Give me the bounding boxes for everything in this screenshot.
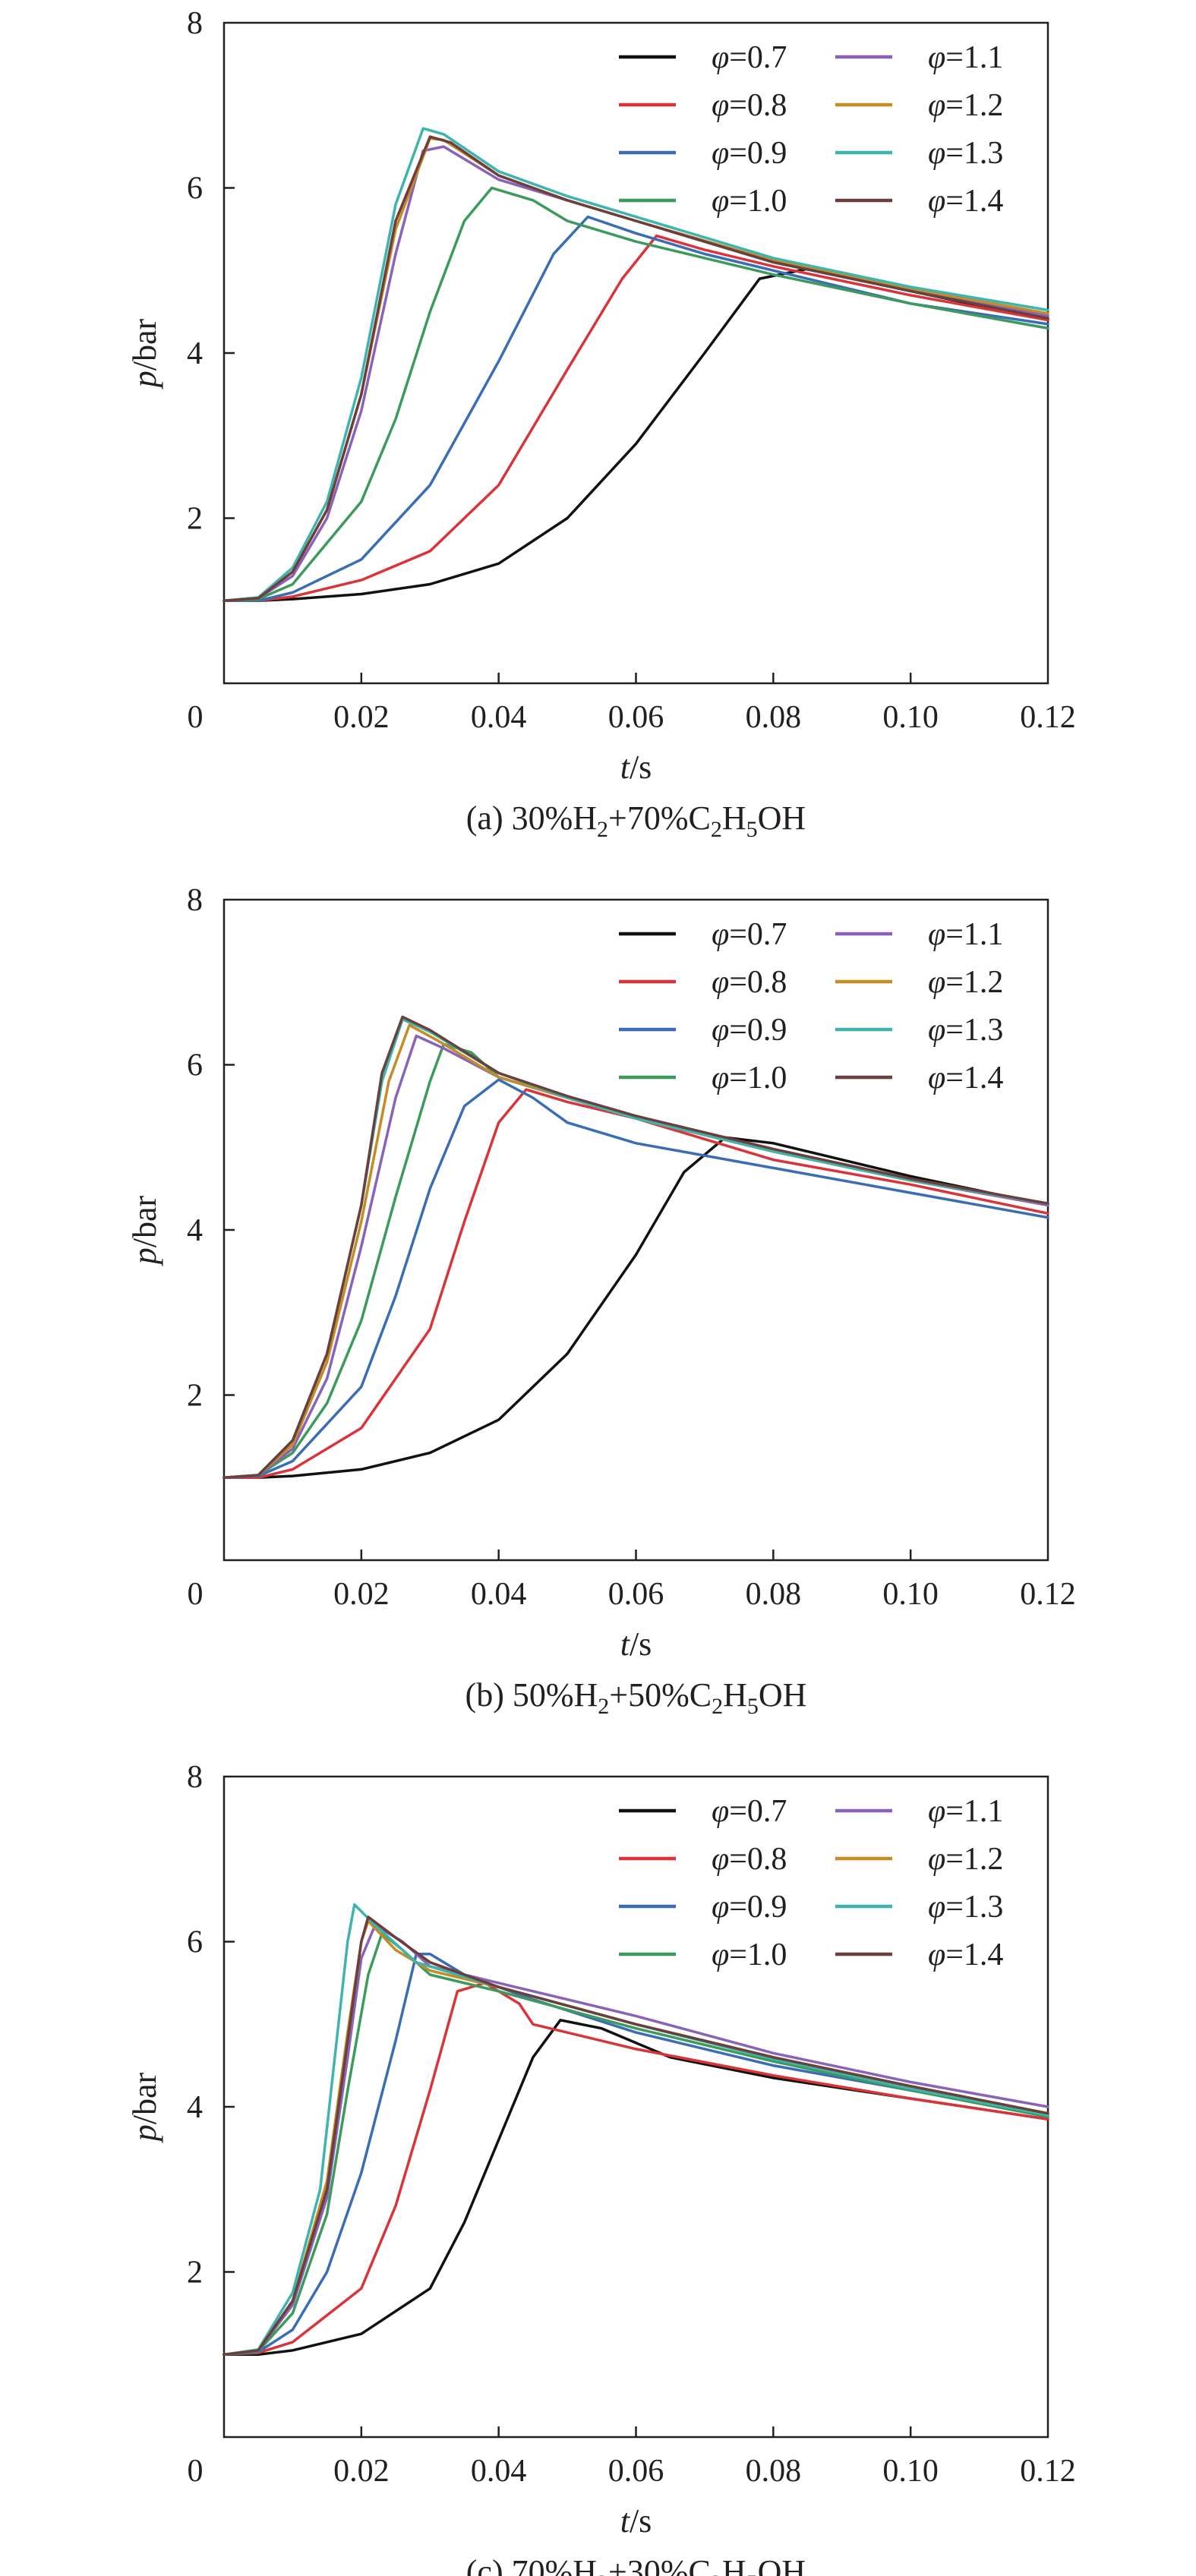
legend-entry-label: φ=1.0 xyxy=(712,1938,787,1972)
x-tick-label: 0.08 xyxy=(746,2454,802,2489)
panel-caption: (a) 30%H2+70%C2H5OH xyxy=(466,799,806,842)
series-line-phi-1.2 xyxy=(222,1919,1049,2357)
x-tick-label: 0.04 xyxy=(471,1577,527,1612)
legend-entry-label: φ=1.1 xyxy=(928,40,1003,75)
series-lines xyxy=(222,1015,1049,1480)
x-tick-label: 0 xyxy=(188,2454,204,2489)
series-line-phi-1.1 xyxy=(222,1924,1049,2357)
series-line-phi-1.1 xyxy=(222,145,1049,603)
series-line-phi-1.3 xyxy=(222,1903,1049,2357)
series-line-phi-0.9 xyxy=(222,1078,1049,1480)
chart-panel-b: 0 0.02 0.04 0.06 0.08 0.10 0.12 2 4 6 8 t/s p/bar φ=0… xyxy=(126,883,1076,1719)
series-line-phi-1.2 xyxy=(222,1023,1049,1480)
panel-caption: (c) 70%H2+30%C2H5OH xyxy=(466,2553,806,2576)
legend-entry-label: φ=1.4 xyxy=(928,1938,1003,1972)
plot-frame-b xyxy=(222,898,1049,1562)
legend-entry-label: φ=1.1 xyxy=(928,1794,1003,1829)
x-tick-label: 0.06 xyxy=(608,2454,664,2489)
x-tick-label: 0 xyxy=(188,1577,204,1612)
y-tick-label: 4 xyxy=(187,336,203,371)
legend-entry-label: φ=0.8 xyxy=(712,965,787,1000)
x-tick-label: 0.04 xyxy=(471,700,527,735)
legend: φ=0.7 φ=0.8 φ=0.9 φ=1.0 φ=1.1 φ=1.2 φ=1.3 φ=1.4 xyxy=(619,917,1003,1096)
series-line-phi-1.2 xyxy=(222,137,1049,603)
panel-caption: (b) 50%H2+50%C2H5OH xyxy=(465,1676,807,1719)
legend-entry-label: φ=0.9 xyxy=(712,1013,787,1048)
series-line-phi-0.9 xyxy=(222,215,1049,603)
y-tick-label: 2 xyxy=(187,502,203,537)
legend-entry-label: φ=0.8 xyxy=(712,88,787,123)
x-tick-label: 0.06 xyxy=(608,1577,664,1612)
y-axis-label: p/bar xyxy=(126,318,163,389)
x-tick-label: 0.12 xyxy=(1020,1577,1076,1612)
chart-panel-a: 0 0.02 0.04 0.06 0.08 0.10 0.12 2 4 6 8 t/s p/bar φ=0… xyxy=(126,6,1076,842)
series-line-phi-1.4 xyxy=(222,1915,1049,2357)
y-tick-label: 6 xyxy=(187,1925,203,1960)
x-tick-label: 0.02 xyxy=(333,1577,390,1612)
x-tick-label: 0.08 xyxy=(746,1577,802,1612)
legend-entry-label: φ=0.7 xyxy=(712,40,787,75)
y-tick-label: 8 xyxy=(187,6,203,41)
series-line-phi-0.8 xyxy=(222,1088,1049,1480)
series-line-phi-1.4 xyxy=(222,135,1049,603)
x-axis-label: t/s xyxy=(620,1625,652,1663)
series-line-phi-1.3 xyxy=(222,1017,1049,1480)
legend-entry-label: φ=1.3 xyxy=(928,1890,1003,1925)
y-tick-label: 6 xyxy=(187,1048,203,1083)
series-line-phi-0.9 xyxy=(222,1953,1049,2357)
x-axis-label: t/s xyxy=(620,2502,652,2540)
x-axis-label: t/s xyxy=(620,749,652,786)
x-tick-label: 0.10 xyxy=(882,2454,939,2489)
legend-entry-label: φ=1.2 xyxy=(928,1842,1003,1877)
series-line-phi-1.4 xyxy=(222,1015,1049,1480)
series-line-phi-1.3 xyxy=(222,127,1049,603)
x-tick-label: 0.10 xyxy=(882,1577,939,1612)
x-tick-label: 0.08 xyxy=(746,700,802,735)
legend-entry-label: φ=0.9 xyxy=(712,136,787,171)
legend: φ=0.7 φ=0.8 φ=0.9 φ=1.0 φ=1.1 φ=1.2 φ=1.3 φ=1.4 xyxy=(619,1794,1003,1972)
legend-entry-label: φ=1.4 xyxy=(928,1061,1003,1096)
y-tick-label: 2 xyxy=(187,2256,203,2291)
legend-entry-label: φ=1.0 xyxy=(712,1061,787,1096)
x-tick-label: 0.02 xyxy=(333,700,390,735)
legend-entry-label: φ=0.9 xyxy=(712,1890,787,1925)
legend-entry-label: φ=0.7 xyxy=(712,1794,787,1829)
legend-entry-label: φ=1.3 xyxy=(928,1013,1003,1048)
x-tick-label: 0.10 xyxy=(882,700,939,735)
legend-entry-label: φ=1.3 xyxy=(928,136,1003,171)
y-tick-label: 4 xyxy=(187,2090,203,2125)
series-line-phi-0.7 xyxy=(222,2019,1049,2357)
series-line-phi-0.7 xyxy=(222,1136,1049,1480)
legend-entry-label: φ=0.8 xyxy=(712,1842,787,1877)
chart-panel-c: 0 0.02 0.04 0.06 0.08 0.10 0.12 2 4 6 8 t/s p/bar φ=0… xyxy=(126,1760,1076,2576)
series-line-phi-0.7 xyxy=(222,267,1049,603)
legend-entry-label: φ=0.7 xyxy=(712,917,787,952)
y-tick-label: 8 xyxy=(187,883,203,918)
y-tick-label: 4 xyxy=(187,1213,203,1248)
y-axis-label: p/bar xyxy=(126,1195,163,1266)
series-line-phi-1 xyxy=(222,186,1049,603)
y-axis-label: p/bar xyxy=(126,2072,163,2143)
legend-entry-label: φ=1.4 xyxy=(928,184,1003,219)
y-tick-label: 8 xyxy=(187,1760,203,1795)
series-line-phi-0.8 xyxy=(222,234,1049,603)
y-tick-label: 2 xyxy=(187,1379,203,1414)
legend-entry-label: φ=1.1 xyxy=(928,917,1003,952)
legend: φ=0.7 φ=0.8 φ=0.9 φ=1.0 φ=1.1 φ=1.2 φ=1.3 φ=1.4 xyxy=(619,40,1003,219)
x-tick-label: 0 xyxy=(188,700,204,735)
x-tick-label: 0.12 xyxy=(1020,700,1076,735)
series-line-phi-0.8 xyxy=(222,1982,1049,2357)
series-line-phi-1 xyxy=(222,1931,1049,2357)
legend-entry-label: φ=1.2 xyxy=(928,965,1003,1000)
y-tick-label: 6 xyxy=(187,172,203,207)
series-lines xyxy=(222,127,1049,603)
x-tick-label: 0.02 xyxy=(333,2454,390,2489)
legend-entry-label: φ=1.2 xyxy=(928,88,1003,123)
x-tick-label: 0.04 xyxy=(471,2454,527,2489)
legend-entry-label: φ=1.0 xyxy=(712,184,787,219)
series-lines xyxy=(222,1903,1049,2357)
x-tick-label: 0.12 xyxy=(1020,2454,1076,2489)
x-tick-label: 0.06 xyxy=(608,700,664,735)
